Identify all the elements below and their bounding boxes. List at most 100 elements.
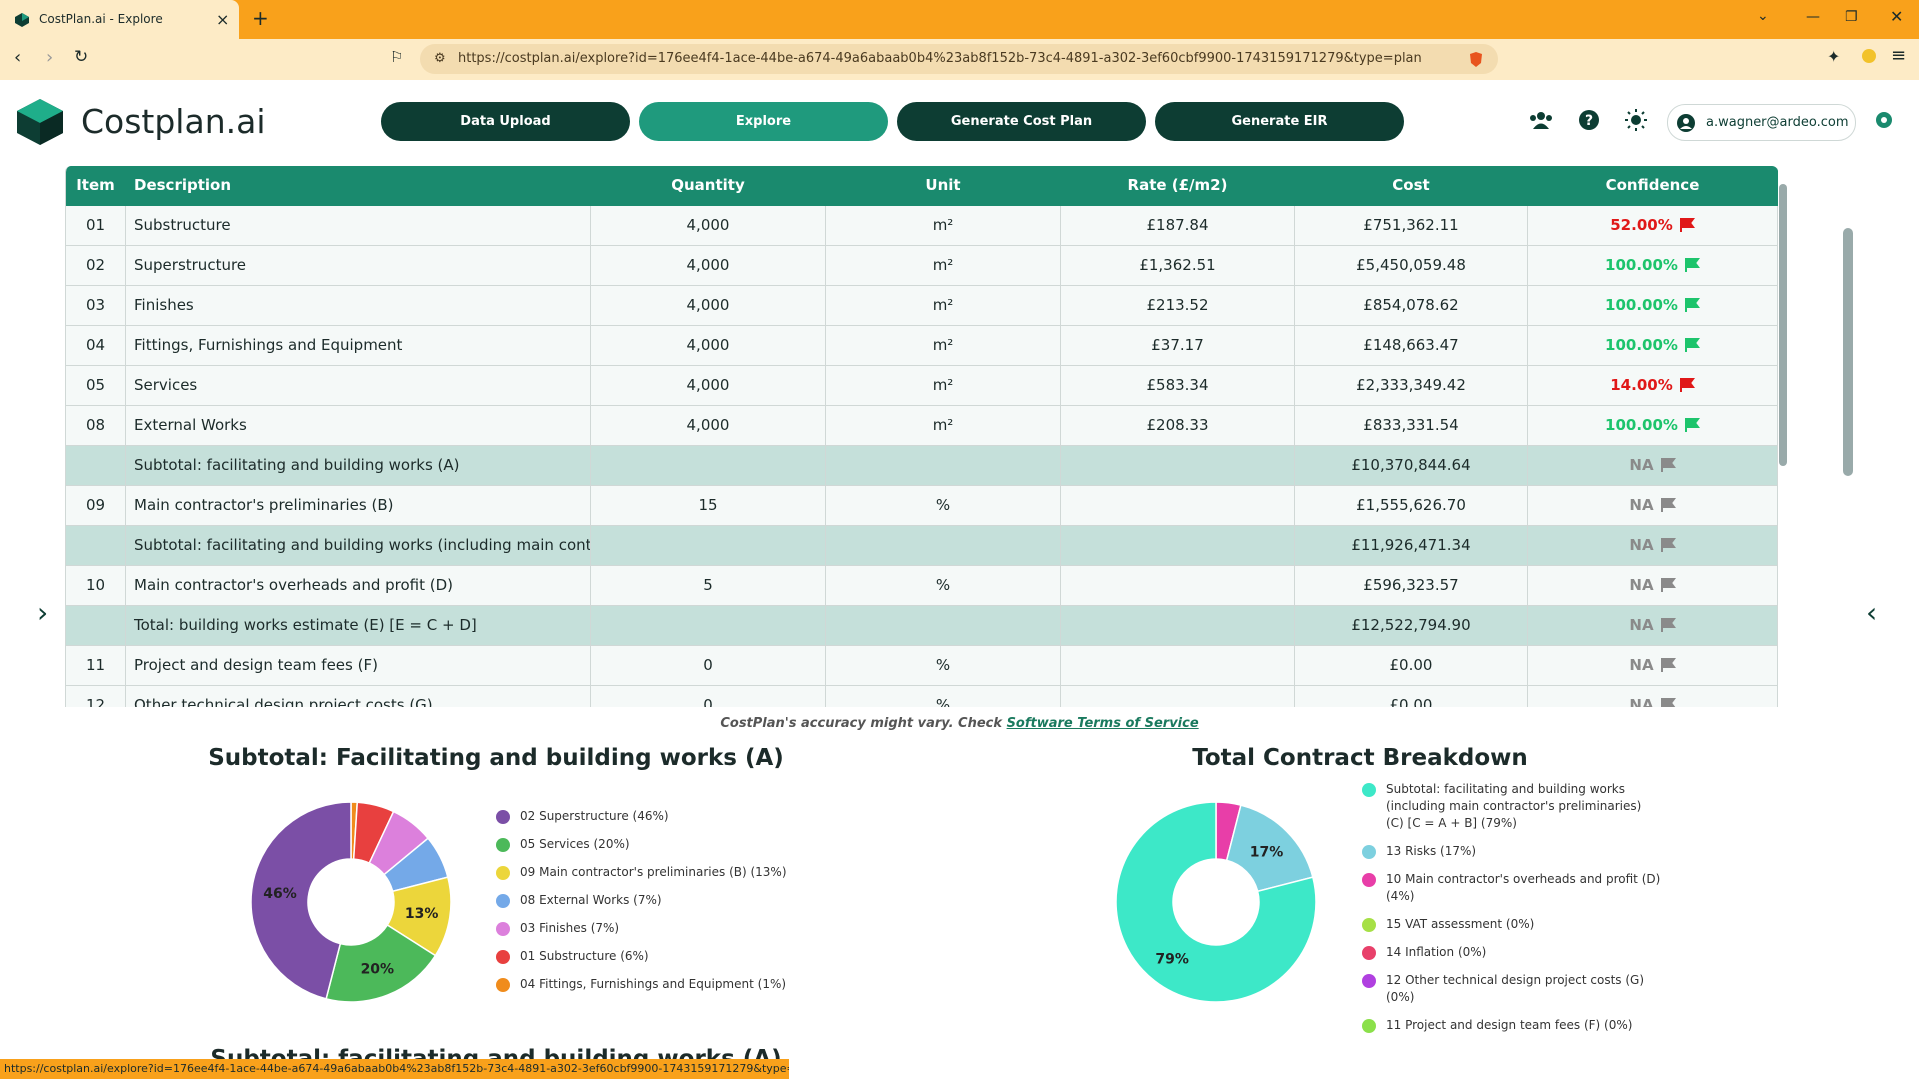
column-header: Unit: [826, 166, 1061, 206]
theme-icon[interactable]: [1624, 108, 1648, 132]
legend-item[interactable]: 10 Main contractor's overheads and profi…: [1362, 871, 1662, 905]
user-menu[interactable]: a.wagner@ardeo.com: [1667, 104, 1856, 141]
donut-chart: 13% 20% 46%: [250, 801, 452, 1003]
restore[interactable]: ❐: [1845, 9, 1858, 25]
confidence-value: NA: [1629, 616, 1654, 634]
legend-item[interactable]: 09 Main contractor's preliminaries (B) (…: [496, 864, 796, 881]
site-info[interactable]: ⚙: [434, 51, 446, 66]
cell-item: 02: [66, 246, 126, 286]
legend: 02 Superstructure (46%) 05 Services (20%)…: [496, 808, 796, 1004]
legend-item[interactable]: 05 Services (20%): [496, 836, 796, 853]
slice-label: 46%: [263, 886, 297, 902]
legend-item[interactable]: 01 Substructure (6%): [496, 948, 796, 965]
cell-rate: £213.52: [1061, 286, 1295, 326]
cell-cost: £1,555,626.70: [1295, 486, 1528, 526]
flag-icon: [1684, 418, 1700, 432]
cell-description: Services: [126, 366, 591, 406]
brand[interactable]: Costplan.ai: [81, 102, 266, 141]
legend-item[interactable]: 13 Risks (17%): [1362, 843, 1662, 860]
slice-label: 79%: [1155, 951, 1189, 967]
legend-item[interactable]: 02 Superstructure (46%): [496, 808, 796, 825]
cell-cost: £12,522,794.90: [1295, 606, 1528, 646]
svg-text:?: ?: [1585, 113, 1593, 129]
legend-label: 05 Services (20%): [520, 837, 630, 851]
back[interactable]: ‹: [14, 47, 22, 68]
legend-item[interactable]: 15 VAT assessment (0%): [1362, 916, 1662, 933]
cell-cost: £5,450,059.48: [1295, 246, 1528, 286]
cell-item: 03: [66, 286, 126, 326]
next-arrow[interactable]: ‹: [1866, 596, 1878, 629]
team-icon[interactable]: [1528, 110, 1554, 130]
flag: [1660, 578, 1676, 592]
cell-unit: %: [826, 486, 1061, 526]
legend-label: 11 Project and design team fees (F) (0%): [1386, 1018, 1633, 1032]
user-email: a.wagner@ardeo.com: [1706, 115, 1849, 130]
cell-rate: [1061, 646, 1295, 686]
cell-rate: [1061, 686, 1295, 707]
tab-list[interactable]: ⌄: [1757, 8, 1769, 24]
prev-arrow[interactable]: ›: [37, 596, 49, 629]
tab[interactable]: CostPlan.ai - Explore ×: [0, 0, 239, 39]
cell-quantity: 4,000: [591, 326, 826, 366]
flag: [1660, 698, 1676, 707]
reload[interactable]: ↻: [74, 47, 89, 67]
settings-icon[interactable]: [1873, 109, 1895, 131]
extensions[interactable]: ✦: [1827, 47, 1841, 66]
confidence-value: NA: [1629, 536, 1654, 554]
legend-swatch: [1362, 1019, 1376, 1033]
legend-label: 10 Main contractor's overheads and profi…: [1386, 872, 1661, 903]
table-row: Subtotal: facilitating and building work…: [66, 526, 1778, 566]
cell-quantity: 4,000: [591, 206, 826, 246]
legend-swatch: [1362, 783, 1376, 797]
legend-item[interactable]: 11 Project and design team fees (F) (0%): [1362, 1017, 1662, 1034]
bookmark[interactable]: ⚐: [390, 48, 404, 66]
nav-button[interactable]: Explore: [639, 102, 888, 141]
legend-item[interactable]: 03 Finishes (7%): [496, 920, 796, 937]
cell-rate: [1061, 566, 1295, 606]
nav-button[interactable]: Data Upload: [381, 102, 630, 141]
wallet[interactable]: [1862, 49, 1876, 63]
nav-button[interactable]: Generate Cost Plan: [897, 102, 1146, 141]
column-header: Quantity: [591, 166, 826, 206]
minimize[interactable]: —: [1806, 9, 1820, 25]
legend-item[interactable]: 12 Other technical design project costs …: [1362, 972, 1662, 1006]
table-row: 08 External Works 4,000 m² £208.33 £833,331.5…: [66, 406, 1778, 446]
column-header: Cost: [1295, 166, 1528, 206]
page-scrollbar[interactable]: [1843, 228, 1853, 476]
tab-title: CostPlan.ai - Explore: [39, 12, 163, 26]
legend-item[interactable]: 08 External Works (7%): [496, 892, 796, 909]
cell-cost: £0.00: [1295, 646, 1528, 686]
close-window[interactable]: ✕: [1890, 7, 1904, 26]
confidence-value: NA: [1629, 456, 1654, 474]
table-row: 10 Main contractor's overheads and profit…: [66, 566, 1778, 606]
cell-unit: [826, 606, 1061, 646]
cell-description: Subtotal: facilitating and building work…: [126, 446, 591, 486]
cell-description: Substructure: [126, 206, 591, 246]
brave-icon[interactable]: [1468, 51, 1484, 68]
legend-item[interactable]: 04 Fittings, Furnishings and Equipment (…: [496, 976, 796, 993]
legend-swatch: [496, 978, 510, 992]
cell-rate: [1061, 606, 1295, 646]
cell-item: 11: [66, 646, 126, 686]
cell-item: [66, 526, 126, 566]
cell-description: External Works: [126, 406, 591, 446]
donut-slice: [1115, 801, 1317, 1003]
legend-label: 08 External Works (7%): [520, 893, 662, 907]
menu[interactable]: ≡: [1891, 45, 1907, 66]
legend-item[interactable]: Subtotal: facilitating and building work…: [1362, 781, 1662, 832]
tab-close[interactable]: ×: [216, 10, 230, 29]
confidence-value: NA: [1629, 696, 1654, 707]
new-tab[interactable]: +: [252, 6, 269, 30]
cell-rate: [1061, 446, 1295, 486]
url-box[interactable]: ⚙ https://costplan.ai/explore?id=176ee4f…: [420, 44, 1498, 74]
legend-label: 01 Substructure (6%): [520, 949, 649, 963]
nav-button[interactable]: Generate EIR: [1155, 102, 1404, 141]
legend-label: Subtotal: facilitating and building work…: [1386, 782, 1642, 830]
forward[interactable]: ›: [46, 47, 54, 68]
terms-link[interactable]: Software Terms of Service: [1006, 716, 1199, 731]
cell-quantity: [591, 446, 826, 486]
legend-item[interactable]: 14 Inflation (0%): [1362, 944, 1662, 961]
table-scrollbar[interactable]: [1779, 184, 1787, 466]
help-icon[interactable]: ?: [1578, 109, 1600, 131]
cell-cost: £0.00: [1295, 686, 1528, 707]
